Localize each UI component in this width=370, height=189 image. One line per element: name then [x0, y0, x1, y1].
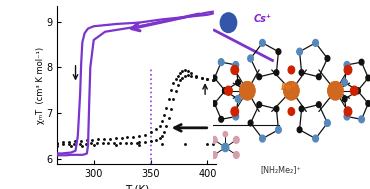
Circle shape — [366, 101, 370, 106]
Circle shape — [233, 136, 239, 143]
Circle shape — [366, 75, 370, 81]
Circle shape — [344, 113, 350, 120]
X-axis label: T (K): T (K) — [125, 185, 149, 189]
Circle shape — [284, 82, 299, 100]
Circle shape — [299, 70, 304, 75]
Circle shape — [276, 49, 281, 54]
Y-axis label: χₘT  (cm³ K mol⁻¹): χₘT (cm³ K mol⁻¹) — [36, 46, 45, 124]
Circle shape — [235, 96, 241, 102]
Circle shape — [233, 113, 239, 120]
Circle shape — [325, 56, 330, 61]
Circle shape — [220, 13, 237, 33]
Circle shape — [236, 80, 240, 85]
Circle shape — [313, 135, 319, 142]
Circle shape — [225, 86, 232, 95]
Circle shape — [328, 82, 343, 100]
Circle shape — [359, 116, 364, 123]
Circle shape — [297, 48, 302, 55]
Circle shape — [233, 61, 239, 68]
Circle shape — [223, 132, 228, 137]
Circle shape — [316, 102, 321, 108]
Circle shape — [240, 82, 255, 100]
Text: Cs⁺: Cs⁺ — [254, 14, 272, 24]
Circle shape — [356, 88, 360, 94]
Circle shape — [223, 88, 227, 93]
Circle shape — [240, 82, 255, 100]
Circle shape — [342, 79, 347, 86]
Circle shape — [218, 59, 224, 66]
Circle shape — [260, 40, 265, 46]
Circle shape — [212, 136, 217, 143]
Circle shape — [299, 106, 304, 112]
Circle shape — [356, 88, 360, 93]
Circle shape — [257, 102, 262, 108]
Circle shape — [231, 107, 239, 116]
Circle shape — [222, 143, 229, 152]
Circle shape — [288, 66, 295, 74]
Circle shape — [233, 152, 239, 158]
Circle shape — [260, 135, 265, 142]
Circle shape — [297, 127, 302, 133]
Circle shape — [257, 74, 262, 80]
Circle shape — [219, 116, 223, 122]
Circle shape — [344, 107, 352, 116]
Circle shape — [212, 152, 217, 158]
Circle shape — [359, 59, 364, 65]
Circle shape — [328, 82, 343, 100]
Circle shape — [223, 88, 227, 94]
Circle shape — [274, 106, 279, 112]
Circle shape — [288, 108, 295, 115]
Circle shape — [284, 82, 299, 100]
Circle shape — [274, 70, 279, 75]
Circle shape — [276, 126, 281, 133]
Circle shape — [342, 96, 347, 102]
Circle shape — [344, 65, 352, 74]
Circle shape — [313, 40, 319, 46]
Circle shape — [212, 75, 217, 81]
Circle shape — [344, 61, 350, 68]
Text: [NH₂Me₂]⁺: [NH₂Me₂]⁺ — [260, 166, 301, 175]
Text: Feᴵᴵ: Feᴵᴵ — [281, 83, 297, 92]
Circle shape — [248, 55, 253, 62]
Circle shape — [350, 86, 358, 95]
Circle shape — [212, 101, 217, 106]
Circle shape — [316, 74, 321, 80]
Circle shape — [231, 65, 239, 74]
Circle shape — [324, 120, 330, 126]
Circle shape — [248, 120, 253, 126]
